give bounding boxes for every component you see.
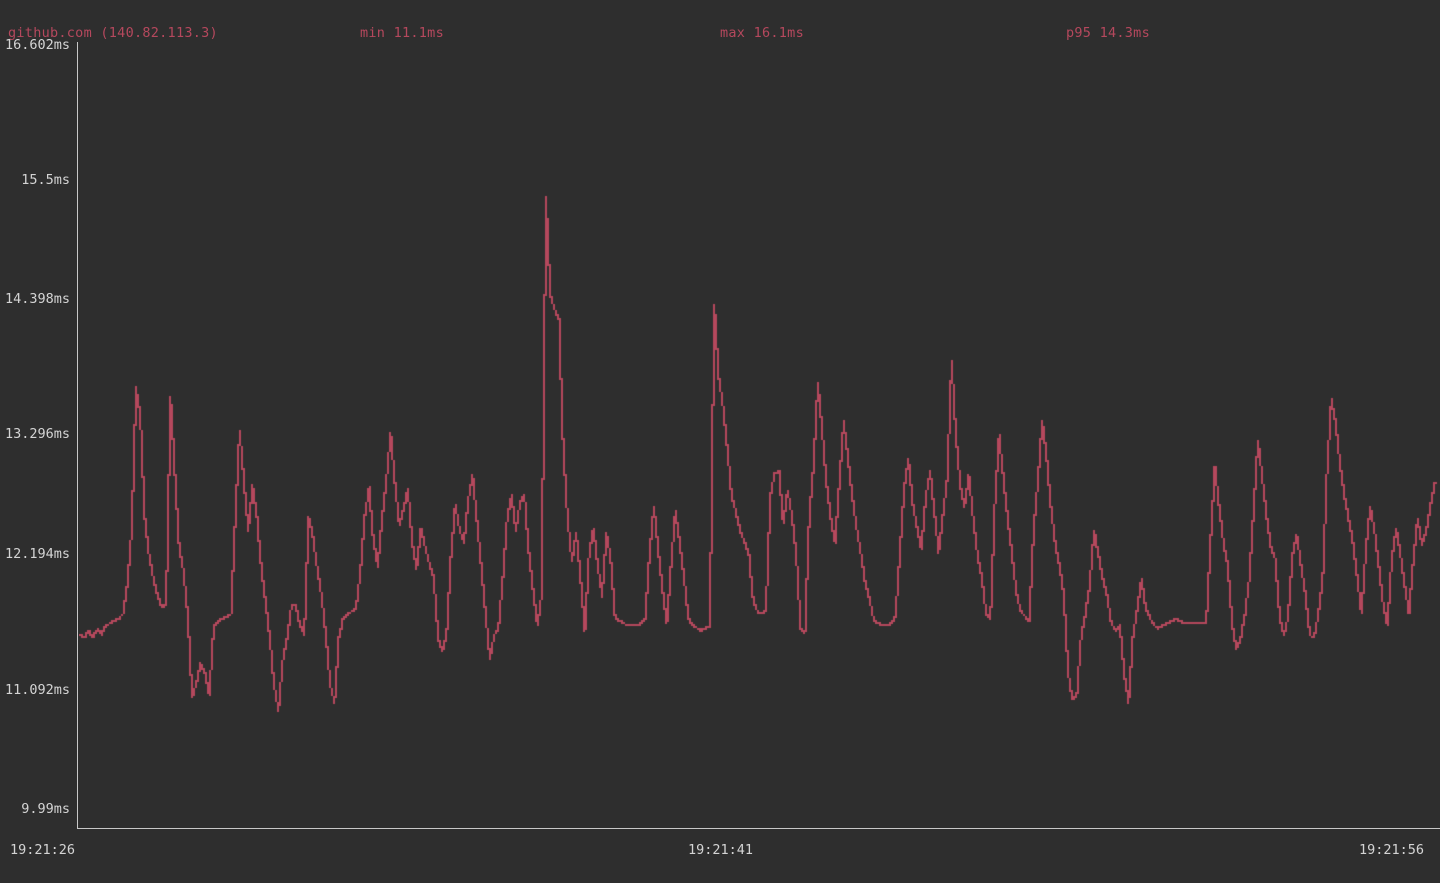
p95-latency-stat: p95 14.3ms: [1066, 25, 1150, 41]
x-axis-label-end: 19:21:56: [1359, 842, 1425, 858]
x-axis-label-start: 19:21:26: [10, 842, 76, 858]
header-stats-row: github.com (140.82.113.3) min 11.1ms max…: [0, 0, 1440, 41]
y-axis-tick-label: 9.99ms: [21, 801, 70, 817]
y-axis-tick-label: 13.296ms: [4, 426, 70, 442]
y-axis-line: [77, 42, 78, 828]
x-axis-labels: 19:21:26 19:21:41 19:21:56: [0, 842, 1440, 862]
x-axis-line: [77, 828, 1440, 829]
min-latency-stat: min 11.1ms: [360, 25, 444, 41]
max-latency-stat: max 16.1ms: [720, 25, 804, 41]
y-axis-tick-label: 12.194ms: [4, 546, 70, 562]
y-axis-labels: 16.602ms 15.5ms 14.398ms 13.296ms 12.194ms 11…: [0, 0, 76, 883]
y-axis-tick-label: 15.5ms: [21, 172, 70, 188]
latency-plot: [79, 42, 1438, 828]
host-label: github.com (140.82.113.3): [8, 25, 218, 41]
y-axis-tick-label: 11.092ms: [4, 682, 70, 698]
x-axis-label-middle: 19:21:41: [688, 842, 754, 858]
y-axis-tick-label: 16.602ms: [4, 37, 70, 53]
y-axis-tick-label: 14.398ms: [4, 291, 70, 307]
